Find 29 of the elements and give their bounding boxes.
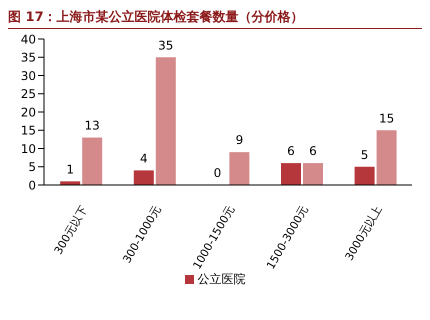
data-label: 4: [140, 151, 148, 166]
y-tick-label: 20: [20, 105, 36, 120]
y-tick-label: 10: [20, 142, 36, 156]
data-label: 0: [214, 166, 222, 180]
data-label: 6: [309, 144, 317, 158]
chart-title: 图 17：上海市某公立医院体检套餐数量（分价格）: [8, 8, 422, 29]
bar: [302, 163, 323, 185]
bar: [354, 166, 375, 185]
y-tick-label: 25: [20, 87, 36, 102]
y-tick-label: 0: [28, 178, 36, 192]
bar: [280, 163, 301, 185]
y-tick-label: 35: [20, 50, 36, 65]
bar: [156, 57, 176, 185]
y-tick-label: 5: [28, 160, 36, 174]
bar: [82, 138, 102, 185]
data-label: 13: [84, 118, 100, 133]
bar: [229, 152, 250, 185]
data-label: 9: [236, 133, 244, 148]
y-tick-label: 40: [20, 32, 36, 46]
data-label: 5: [360, 148, 368, 162]
data-label: 1: [66, 162, 74, 176]
legend-label: 公立医院: [196, 271, 246, 288]
y-tick-label: 15: [20, 124, 36, 138]
bar: [376, 130, 397, 185]
bar: [134, 170, 154, 185]
data-label: 35: [158, 38, 174, 52]
y-tick-label: 30: [20, 68, 36, 83]
data-label: 6: [287, 144, 295, 158]
data-label: 15: [378, 111, 394, 126]
